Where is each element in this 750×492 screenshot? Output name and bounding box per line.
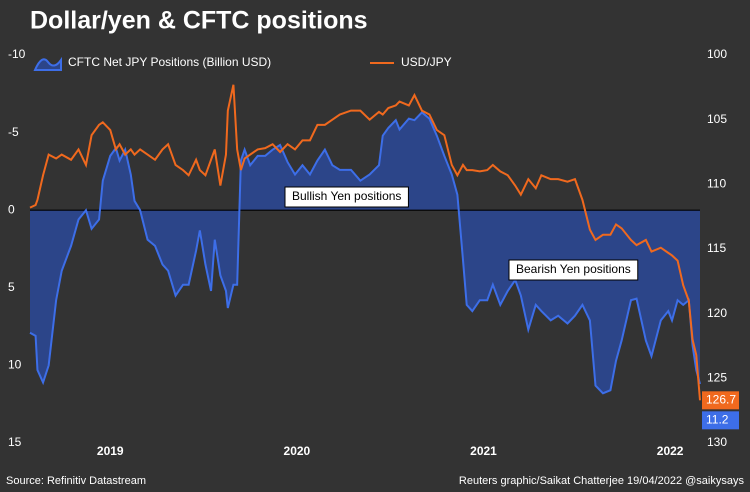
y-tick-label: 5 [8, 280, 15, 294]
area-edge [29, 111, 701, 395]
y2-tick-label: 100 [707, 47, 727, 61]
y-tick-label: 0 [8, 202, 15, 216]
line [29, 84, 701, 401]
legend-label: USD/JPY [401, 55, 452, 69]
end-label-box [702, 411, 739, 430]
y2-tick-label: 105 [707, 112, 727, 126]
annotation: Bullish Yen positions [292, 189, 401, 203]
legend-swatch [33, 56, 62, 71]
y-tick-label: 10 [8, 358, 22, 372]
annotation-box [284, 186, 409, 208]
y2-tick-label: 130 [707, 435, 727, 449]
x-tick-label: 2021 [470, 444, 497, 458]
legend-label: CFTC Net JPY Positions (Billion USD) [68, 55, 271, 69]
y-tick-label: 15 [8, 435, 22, 449]
chart-title: Dollar/yen & CFTC positions [30, 7, 368, 35]
credit: Reuters graphic/Saikat Chatterjee 19/04/… [459, 475, 745, 487]
y-tick-label: -10 [8, 47, 26, 61]
source: Source: Refinitiv Datastream [6, 475, 146, 487]
y2-tick-label: 110 [707, 177, 726, 191]
y-tick-label: -5 [8, 125, 19, 139]
area [30, 112, 700, 394]
annotation-box [508, 259, 639, 281]
end-label: 11.2 [706, 412, 729, 426]
x-tick-label: 2020 [284, 444, 311, 458]
y2-tick-label: 115 [707, 241, 726, 255]
x-tick-label: 2022 [657, 444, 684, 458]
y2-tick-label: 120 [707, 306, 727, 320]
end-label: 126.7 [706, 392, 736, 406]
x-tick-label: 2019 [97, 444, 124, 458]
y2-tick-label: 125 [707, 371, 727, 385]
end-label-box [702, 391, 739, 410]
annotation: Bearish Yen positions [516, 262, 631, 276]
